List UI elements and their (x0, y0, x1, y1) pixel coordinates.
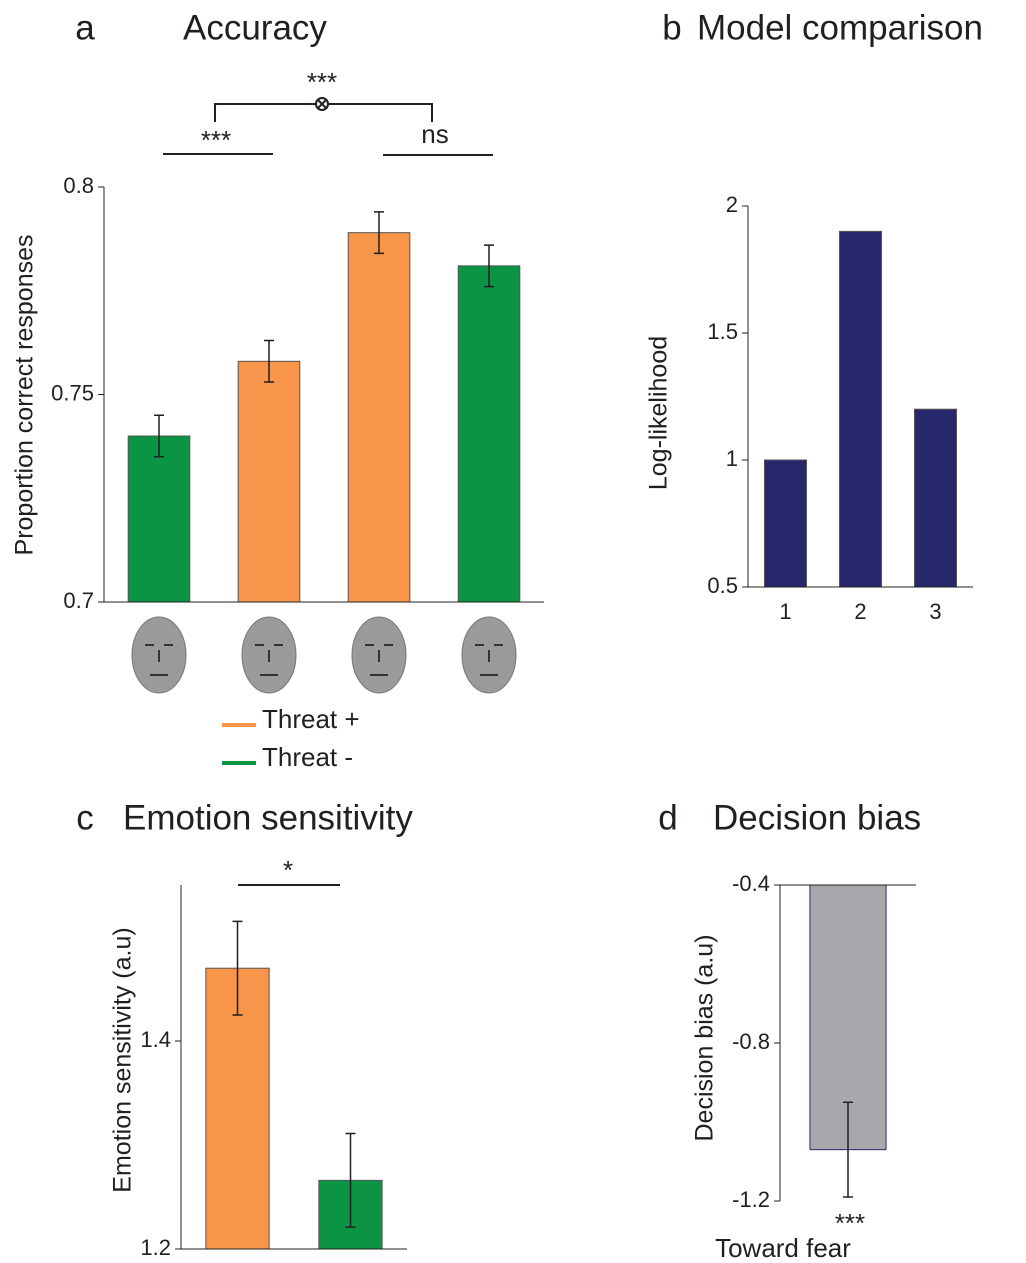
error-bar (154, 414, 164, 458)
significance-brackets (163, 97, 493, 886)
bar (237, 360, 301, 603)
error-bar (232, 920, 243, 1016)
y-tick-label: 0.7 (63, 588, 94, 613)
bar (764, 459, 807, 588)
panel-label: d (658, 798, 677, 837)
panel-label: c (76, 798, 94, 837)
annotation: *** (307, 67, 337, 97)
panel-title: Model comparison (697, 8, 983, 47)
y-axis-label: Log-likelihood (645, 336, 673, 490)
annotation: *** (201, 125, 231, 155)
error-bar (374, 211, 384, 255)
panel-label: a (75, 8, 95, 47)
bracket-node (317, 99, 327, 109)
panel-title: Accuracy (183, 8, 327, 47)
y-axis-label: Decision bias (a.u) (691, 934, 719, 1141)
panel-title: Decision bias (713, 798, 921, 837)
annotation: ns (421, 119, 448, 149)
face-features (475, 644, 503, 676)
y-tick-label: -0.4 (732, 871, 770, 896)
error-bar (345, 1132, 356, 1228)
error-bar (484, 244, 494, 288)
y-axis-label: Proportion correct responses (11, 235, 39, 556)
x-tick-label: 1 (779, 599, 791, 624)
bar (914, 408, 957, 588)
x-axis-label: Toward fear (715, 1233, 851, 1263)
annotation: *** (835, 1208, 865, 1238)
y-tick-label: 1.2 (140, 1235, 171, 1260)
bar (127, 435, 191, 603)
y-tick-label: 2 (726, 192, 738, 217)
y-tick-label: 0.75 (51, 380, 94, 405)
panel-title: Emotion sensitivity (123, 798, 413, 837)
error-bar (843, 1101, 853, 1198)
x-tick-label: 3 (929, 599, 941, 624)
error-bar (264, 339, 274, 383)
legend-label: Threat - (262, 742, 353, 772)
y-axis-label: Emotion sensitivity (a.u) (109, 927, 137, 1192)
y-tick-label: -0.8 (732, 1029, 770, 1054)
y-tick-label: 0.8 (63, 173, 94, 198)
face-features (255, 644, 283, 676)
y-tick-label: -1.2 (732, 1187, 770, 1212)
panel-label: b (662, 8, 681, 47)
y-tick-label: 0.5 (707, 573, 738, 598)
bar (457, 265, 521, 603)
y-tick-label: 1 (726, 446, 738, 471)
y-tick-label: 1.4 (140, 1027, 171, 1052)
annotation: * (283, 855, 293, 885)
face-features (145, 644, 173, 676)
face-features (365, 644, 393, 676)
bar (839, 230, 882, 588)
legend-label: Threat + (262, 704, 360, 734)
bar (347, 232, 411, 603)
y-tick-label: 1.5 (707, 319, 738, 344)
x-tick-label: 2 (854, 599, 866, 624)
